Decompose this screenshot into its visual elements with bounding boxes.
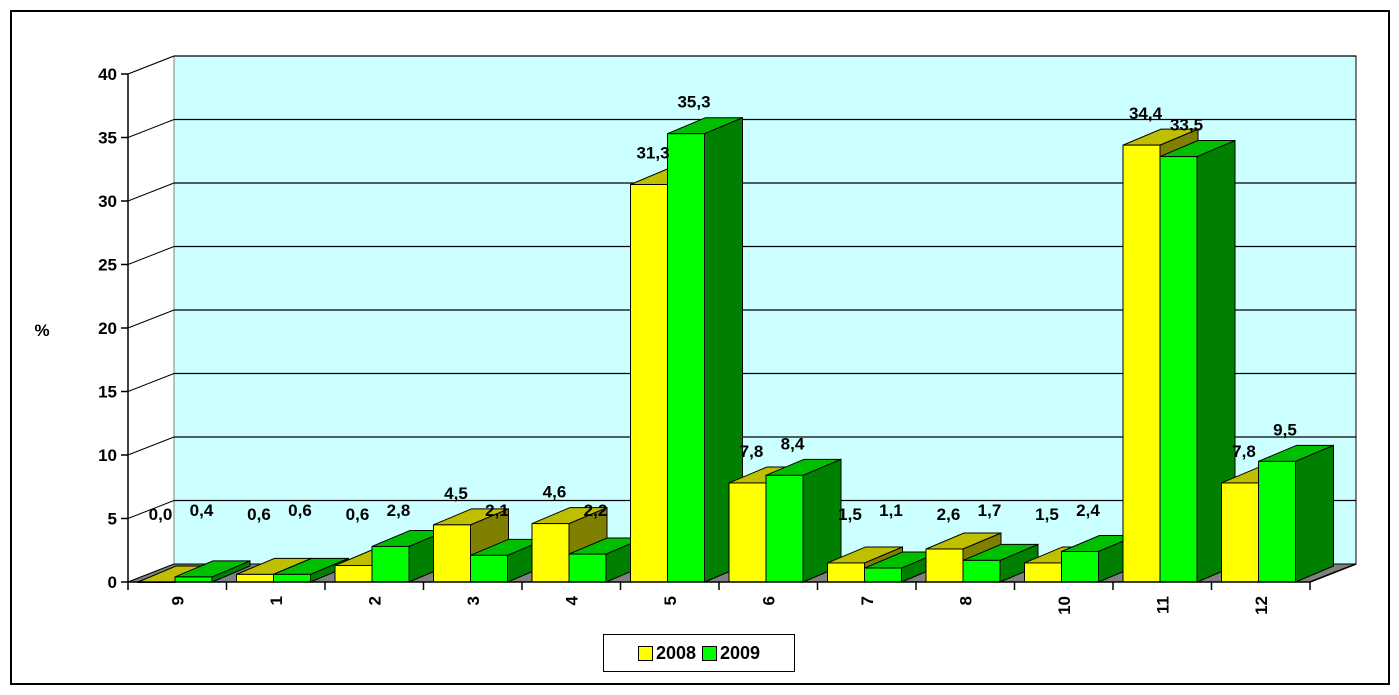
legend-swatch-2008 <box>637 645 653 661</box>
bar-2009-11 <box>1159 139 1236 583</box>
bar-front <box>334 564 373 583</box>
bar-front <box>630 183 668 583</box>
legend-item-2008: 2008 <box>637 642 696 664</box>
bars <box>137 116 1334 583</box>
x-tick-label: 3 <box>464 596 483 605</box>
legend: 2008 2009 <box>603 634 795 672</box>
y-tick-label: 25 <box>98 256 117 275</box>
data-label: 7,8 <box>1232 442 1256 461</box>
data-label: 2,4 <box>1076 501 1100 520</box>
data-label: 0,6 <box>346 505 370 524</box>
bar-front <box>827 562 865 583</box>
bar-2009-5 <box>667 116 743 583</box>
gridline-side <box>127 119 175 138</box>
x-tick-label: 6 <box>759 596 778 605</box>
data-label: 4,5 <box>444 484 468 503</box>
data-labels: 0,0 0,4 0,6 0,6 0,6 2,8 4,5 2,1 4,6 2,2 31,3 35,3 7,… <box>149 93 1297 524</box>
bar-front <box>1122 144 1161 583</box>
bar-front <box>728 482 767 583</box>
gridline-side <box>127 500 175 519</box>
data-label: 2,1 <box>485 501 509 520</box>
y-tick-label: 20 <box>98 319 117 338</box>
y-tick-label: 0 <box>108 573 117 592</box>
gridline-side <box>127 246 175 265</box>
legend-item-2009: 2009 <box>702 643 760 664</box>
data-label: 1,5 <box>838 505 862 524</box>
y-tick-label: 35 <box>98 129 117 148</box>
y-tick-label: 15 <box>98 383 117 402</box>
data-label: 0,4 <box>190 501 214 520</box>
data-label: 2,6 <box>937 505 961 524</box>
bar-2009-8 <box>962 543 1039 583</box>
data-label: 1,5 <box>1035 505 1059 524</box>
data-label: 2,8 <box>387 501 411 520</box>
y-tick-label: 40 <box>98 65 117 84</box>
legend-swatch-2009 <box>702 645 717 661</box>
x-tick-label: 11 <box>1153 596 1172 614</box>
data-label: 1,7 <box>978 501 1002 520</box>
bar-2009-12 <box>1258 444 1334 583</box>
x-tick-label: 4 <box>562 595 581 605</box>
bar-front <box>174 576 213 583</box>
y-tick-label: 5 <box>108 510 117 529</box>
bar-front <box>371 545 410 583</box>
bar-front <box>667 133 705 583</box>
x-tick-label: 10 <box>1055 596 1074 615</box>
bar-front <box>568 553 607 583</box>
data-label: 2,2 <box>584 501 608 520</box>
bar-front <box>1061 551 1099 583</box>
bar-front <box>1221 482 1259 583</box>
data-label: 34,4 <box>1129 104 1163 123</box>
bar-front <box>470 554 508 583</box>
bar-front <box>433 524 471 583</box>
x-axis-end <box>1309 563 1357 583</box>
gridline-side <box>127 182 175 202</box>
y-axis-title: % <box>34 321 49 340</box>
x-tick-label: 9 <box>168 596 187 605</box>
data-label: 4,6 <box>543 483 567 502</box>
gridline-side <box>127 309 175 329</box>
y-tick-label: 30 <box>98 192 117 211</box>
x-tick-label: 12 <box>1252 596 1271 615</box>
data-label: 9,5 <box>1273 420 1297 439</box>
gridline-side <box>127 373 175 392</box>
data-label: 31,3 <box>636 143 669 162</box>
data-label: 0,6 <box>288 501 312 520</box>
bar-2009-10 <box>1061 534 1137 583</box>
data-label: 1,1 <box>879 501 903 520</box>
y-tick-label: 10 <box>98 446 117 465</box>
bar-front <box>1159 156 1198 583</box>
bar-front <box>531 523 570 583</box>
data-label: 7,8 <box>740 442 764 461</box>
bar-front <box>925 548 964 583</box>
bar-front <box>273 573 311 583</box>
gridline-side <box>127 55 175 75</box>
bar-front <box>962 559 1001 583</box>
bar-side <box>1295 444 1334 583</box>
x-tick-label: 5 <box>661 596 680 605</box>
bar-front <box>1258 460 1296 583</box>
legend-label-2009: 2009 <box>720 642 761 663</box>
x-tick-label: 7 <box>858 596 877 605</box>
data-label: 0,6 <box>247 505 271 524</box>
x-tick-label: 2 <box>365 596 384 605</box>
data-label: 33,5 <box>1170 116 1203 135</box>
data-label: 0,0 <box>149 505 173 524</box>
x-tick-label: 8 <box>956 596 975 605</box>
bar-front <box>765 474 804 583</box>
gridline-side <box>127 436 175 456</box>
bar-front <box>1024 562 1062 583</box>
data-label: 35,3 <box>677 93 710 112</box>
data-label: 8,4 <box>781 434 805 453</box>
bar-front <box>864 567 902 583</box>
x-tick-label: 1 <box>267 596 286 605</box>
bar-2009-6 <box>765 458 842 583</box>
bar-front <box>236 573 274 583</box>
bar-2009-9 <box>174 560 251 583</box>
legend-label-2008: 2008 <box>655 642 696 663</box>
